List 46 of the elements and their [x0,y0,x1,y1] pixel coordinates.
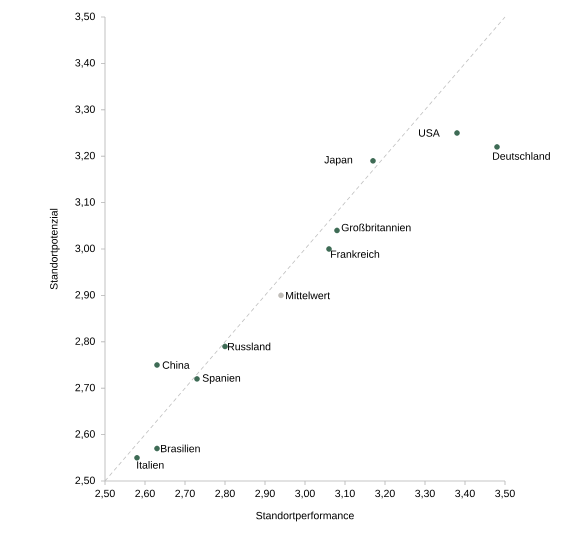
series-label: Frankreich [331,250,380,258]
y-tick-label: 2,70 [75,384,95,393]
y-axis-title: Standortpotenzial [50,208,60,290]
point [370,158,376,164]
y-tick-label: 3,40 [75,59,95,68]
point [454,130,460,136]
series-label: China [162,361,190,369]
series-label: Großbritannien [342,224,411,232]
series-label: Deutschland [493,152,550,160]
series-label: USA [419,129,440,137]
x-tick-label: 3,00 [295,490,315,498]
point [494,144,500,150]
series-label: Russland [228,342,270,350]
point [278,292,284,298]
x-tick-label: 2,50 [95,490,115,498]
series-label: Spanien [202,374,240,384]
y-tick-label: 3,30 [75,105,95,114]
point [222,344,228,350]
point [334,228,340,234]
y-tick-label: 2,60 [75,430,95,439]
x-tick-label: 2,90 [255,490,275,498]
y-tick-label: 3,00 [75,244,95,254]
x-tick-label: 3,30 [415,490,435,498]
x-tick-label: 3,10 [335,490,355,498]
x-axis-title: Standortperformance [256,512,354,522]
x-tick-label: 2,80 [215,490,235,498]
point [134,455,140,461]
y-tick-label: 3,50 [75,12,95,22]
x-tick-label: 2,60 [135,490,155,498]
series-label: Mittelwert [286,292,330,300]
series-label: Japan [324,156,352,166]
y-tick-label: 2,80 [75,337,95,346]
x-tick-label: 3,50 [495,490,515,498]
y-tick-label: 2,50 [75,476,95,486]
point [326,246,332,252]
series-label: Italien [137,461,164,469]
y-tick-label: 3,20 [75,152,95,161]
y-tick-label: 2,90 [75,291,95,300]
point [154,362,160,368]
x-tick-label: 3,40 [455,490,475,498]
x-tick-label: 2,70 [175,490,195,498]
point [154,446,160,452]
y-tick-label: 3,10 [75,198,95,207]
series-label: Brasilien [161,444,200,452]
point [194,376,200,382]
x-tick-label: 3,20 [375,490,395,498]
